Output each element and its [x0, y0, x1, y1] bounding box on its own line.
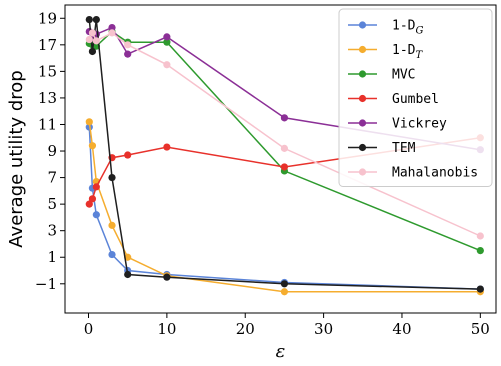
legend-marker-vickrey	[358, 119, 367, 127]
data-point-mahalanobis	[124, 41, 132, 49]
data-point-mvc	[163, 38, 171, 46]
data-point-1-d-g	[108, 250, 116, 259]
x-tick-label: 30	[314, 320, 333, 338]
y-tick-label: 5	[47, 195, 57, 213]
series-gumbel	[85, 134, 484, 208]
data-point-vickrey	[163, 33, 171, 41]
data-point-vickrey	[280, 114, 289, 122]
data-point-1-d-t	[280, 288, 289, 296]
data-point-1-d-t	[88, 142, 97, 150]
data-point-tem	[476, 285, 484, 293]
series-line-1-d-t	[88, 121, 481, 293]
y-tick-label: 1	[47, 248, 57, 266]
legend-label-mahalanobis: Mahalanobis	[392, 166, 478, 181]
data-point-vickrey	[108, 23, 116, 32]
data-point-tem	[88, 47, 97, 56]
y-tick-label: 17	[38, 36, 57, 54]
x-tick-label: 20	[236, 320, 255, 338]
legend-marker-1-d-t	[358, 45, 367, 54]
legend-marker-tem	[358, 143, 367, 152]
y-tick-label: 9	[47, 142, 57, 160]
x-tick-label: 50	[471, 320, 490, 338]
y-tick-label: 7	[47, 169, 57, 187]
legend-label-gumbel: Gumbel	[392, 92, 439, 107]
data-point-tem	[280, 280, 289, 288]
legend-marker-1-d-g	[358, 21, 367, 29]
series-line-1-d-g	[88, 127, 481, 290]
legend-marker-gumbel	[358, 94, 367, 103]
data-point-mvc	[476, 247, 484, 255]
data-point-tem	[108, 173, 116, 182]
y-tick-label: 15	[38, 62, 57, 80]
data-point-tem	[163, 273, 171, 281]
y-tick-label: 3	[47, 222, 57, 240]
legend-subscript: G	[415, 26, 423, 37]
x-tick-label: 0	[84, 320, 94, 338]
series-layer	[85, 16, 484, 296]
data-point-1-d-t	[85, 118, 93, 126]
data-point-mahalanobis	[85, 35, 93, 44]
data-point-1-d-g	[92, 211, 100, 219]
data-point-1-d-t	[108, 221, 116, 229]
data-point-mahalanobis	[92, 37, 100, 45]
y-tick-label: 19	[38, 9, 57, 27]
x-tick-label: 40	[392, 320, 411, 338]
data-point-gumbel	[163, 143, 171, 151]
legend-label-tem: TEM	[392, 141, 416, 156]
y-tick-label: 13	[38, 89, 57, 107]
y-tick-label: 11	[38, 115, 57, 133]
x-axis-label: ε	[276, 341, 286, 362]
data-point-vickrey	[124, 50, 132, 58]
data-point-tem	[124, 270, 132, 279]
legend-box	[338, 8, 493, 187]
data-point-tem	[85, 16, 93, 24]
x-tick-label: 10	[157, 320, 176, 338]
data-point-gumbel	[280, 163, 289, 171]
y-axis-label: Average utility drop	[6, 70, 27, 247]
plot-area	[64, 4, 497, 314]
legend-marker-mvc	[358, 70, 367, 78]
legend-label-mvc: MVC	[392, 68, 415, 83]
plot-frame	[64, 4, 497, 314]
data-point-gumbel	[124, 151, 132, 159]
y-tick-label: −1	[35, 275, 57, 293]
data-point-mahalanobis	[280, 144, 289, 152]
data-point-gumbel	[88, 195, 97, 203]
legend-subscript: T	[415, 50, 423, 61]
legend-marker-mahalanobis	[358, 168, 367, 176]
data-point-tem	[92, 16, 100, 24]
data-point-mahalanobis	[88, 29, 97, 37]
data-point-mahalanobis	[163, 61, 171, 69]
legend-label-vickrey: Vickrey	[392, 117, 447, 132]
data-point-mahalanobis	[108, 29, 116, 37]
series-tem	[85, 16, 484, 293]
data-point-gumbel	[92, 183, 100, 191]
data-point-mahalanobis	[476, 232, 484, 240]
series-mahalanobis	[85, 29, 484, 240]
data-point-gumbel	[85, 200, 93, 208]
series-line-tem	[88, 19, 481, 290]
